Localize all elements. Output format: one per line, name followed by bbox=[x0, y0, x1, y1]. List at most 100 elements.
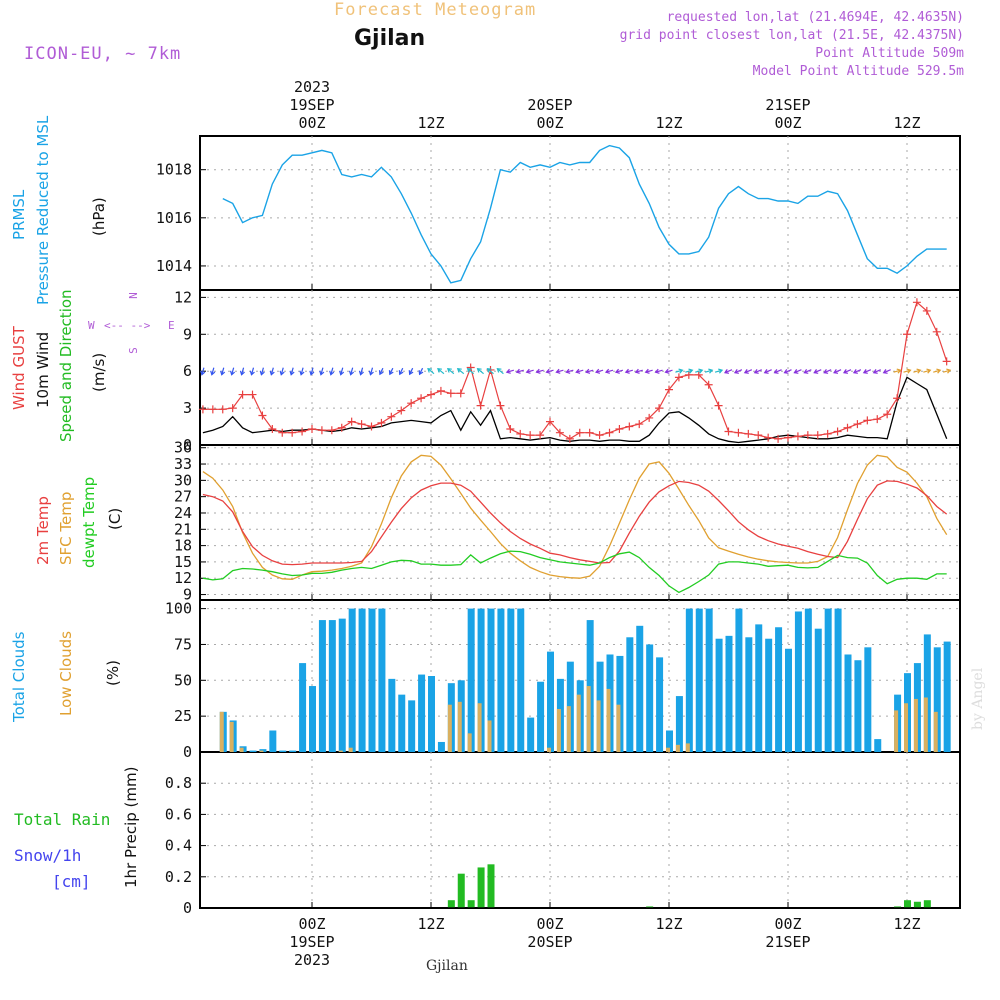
wind-gust-point bbox=[734, 428, 743, 437]
arrow-shaft bbox=[241, 367, 245, 375]
wind-direction-arrow bbox=[813, 369, 822, 374]
wind-direction-arrow bbox=[695, 368, 704, 374]
temp-2m-line bbox=[202, 480, 948, 566]
top-time-label: 00Z bbox=[774, 114, 801, 132]
arrow-head bbox=[783, 369, 789, 374]
sfc-temp-line bbox=[202, 454, 948, 580]
arrow-shaft bbox=[695, 369, 703, 373]
footer-credit: Gjilan bbox=[426, 958, 468, 974]
rain-bar bbox=[923, 900, 931, 908]
rain-bar bbox=[913, 901, 921, 908]
bottom-time-label: 00Z bbox=[298, 915, 325, 933]
wind-direction-arrow bbox=[644, 368, 653, 374]
chart-title: Forecast Meteogram bbox=[334, 0, 537, 20]
arrow-head bbox=[723, 369, 730, 374]
arrow-head bbox=[604, 368, 611, 374]
arrow-head bbox=[823, 369, 829, 374]
low-cloud-bar bbox=[894, 710, 899, 752]
top-time-label: 2023 bbox=[294, 78, 330, 96]
arrow-shaft bbox=[506, 369, 514, 373]
arrow-head bbox=[862, 369, 868, 374]
wind-gust-point bbox=[337, 423, 346, 432]
total-cloud-bar bbox=[834, 608, 842, 752]
wind-direction-arrow bbox=[505, 368, 514, 374]
low-cloud-bar bbox=[487, 720, 492, 752]
total-cloud-bar bbox=[735, 608, 743, 752]
total-cloud-bar bbox=[943, 641, 951, 752]
wind-direction-arrow bbox=[872, 369, 881, 374]
wind-gust-point bbox=[387, 412, 396, 421]
wind-direction-arrow bbox=[555, 368, 564, 374]
arrow-head bbox=[708, 368, 714, 374]
arrow-head bbox=[496, 367, 502, 373]
wind-gust-point bbox=[417, 394, 426, 403]
total-cloud-bar bbox=[517, 608, 525, 752]
ytick-label-temp: 18 bbox=[174, 537, 192, 555]
wind-direction-arrow bbox=[259, 367, 265, 376]
wind-gust-point bbox=[823, 429, 832, 438]
ytick-label-precip: 0.8 bbox=[165, 774, 192, 792]
total-cloud-bar bbox=[675, 696, 683, 752]
top-time-label: 00Z bbox=[536, 114, 563, 132]
low-cloud-bar bbox=[467, 733, 472, 752]
arrow-shaft bbox=[943, 369, 951, 373]
wind-gust-point bbox=[863, 416, 872, 425]
bottom-time-label: 20SEP bbox=[527, 933, 572, 951]
wind-gust-point bbox=[605, 428, 614, 437]
wind-gust-point bbox=[268, 425, 277, 434]
wind-gust-line bbox=[202, 301, 948, 440]
bottom-time-label: 12Z bbox=[655, 915, 682, 933]
ytick-label-temp: 9 bbox=[183, 586, 192, 604]
wind-gust-point bbox=[258, 411, 267, 420]
total-cloud-bar bbox=[685, 608, 693, 752]
arrow-shaft bbox=[705, 369, 713, 373]
snow-unit-legend: [cm] bbox=[52, 872, 91, 891]
wind-gust-point bbox=[932, 327, 941, 336]
wind-gust-point bbox=[813, 431, 822, 440]
ytick-label-wind: 0 bbox=[183, 436, 192, 454]
total-cloud-bar bbox=[874, 739, 882, 752]
low-cloud-bar bbox=[239, 747, 244, 752]
wind-direction-arrow bbox=[398, 367, 404, 376]
wind-gust-point bbox=[714, 401, 723, 410]
wind-direction-arrow bbox=[893, 368, 902, 374]
rain-bar bbox=[477, 867, 485, 908]
wind-gust-point bbox=[456, 389, 465, 398]
total-cloud-bar bbox=[864, 647, 872, 752]
arrow-head bbox=[358, 370, 364, 376]
total-cloud-bar bbox=[299, 663, 307, 752]
wind-direction-arrow bbox=[545, 368, 554, 374]
arrow-head bbox=[678, 368, 684, 374]
total-cloud-bar bbox=[487, 608, 495, 752]
wind-direction-arrow bbox=[793, 369, 802, 374]
low-cloud-bar bbox=[229, 721, 234, 752]
arrow-head bbox=[575, 368, 581, 374]
wind-direction-arrow bbox=[565, 368, 574, 374]
total-cloud-bar bbox=[854, 660, 862, 752]
wind-gust-point bbox=[298, 427, 307, 436]
wind-direction-arrow bbox=[446, 367, 455, 375]
arrow-shaft bbox=[290, 367, 294, 375]
arrow-shaft bbox=[734, 369, 743, 374]
low-cloud-bar bbox=[666, 747, 670, 752]
low-cloud-bar bbox=[933, 711, 938, 752]
panel-frame-precip bbox=[199, 751, 961, 909]
arrow-shaft bbox=[615, 369, 624, 373]
arrow-shaft bbox=[784, 369, 792, 374]
wind-direction-arrow bbox=[239, 367, 245, 376]
arrow-shaft bbox=[605, 369, 614, 373]
total-cloud-bar bbox=[636, 625, 644, 752]
arrow-head bbox=[842, 369, 849, 374]
wind-gust-point bbox=[754, 431, 763, 440]
snow-legend: Snow/1h bbox=[14, 846, 82, 865]
arrow-shaft bbox=[843, 369, 852, 374]
arrow-shaft bbox=[526, 369, 534, 373]
arrow-shaft bbox=[576, 369, 584, 373]
wind-gust-point bbox=[665, 385, 673, 394]
wind-direction-arrow bbox=[604, 368, 614, 374]
low-cloud-bar bbox=[338, 750, 343, 752]
total-cloud-bar bbox=[814, 628, 822, 752]
low-cloud-bar bbox=[616, 704, 621, 752]
total-cloud-bar bbox=[467, 608, 475, 752]
rain-bar bbox=[457, 873, 465, 908]
